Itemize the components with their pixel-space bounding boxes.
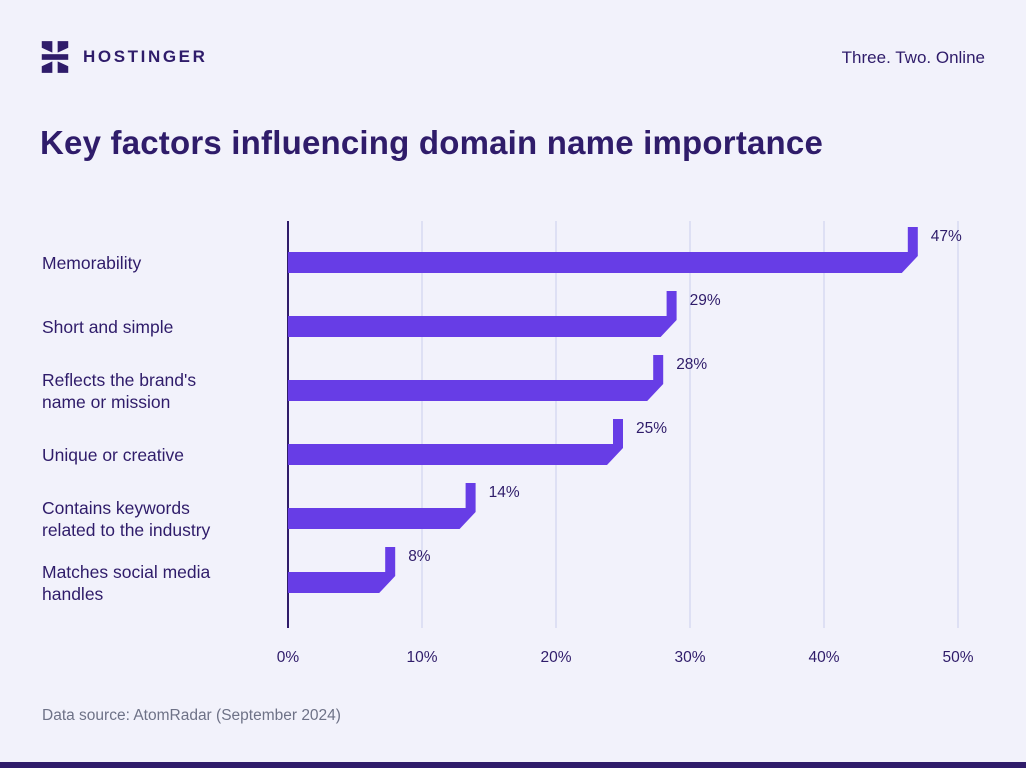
hostinger-h-icon <box>41 41 69 73</box>
bottom-accent-bar <box>0 762 1026 768</box>
category-label: Reflects the brand's name or mission <box>42 369 197 412</box>
data-source: Data source: AtomRadar (September 2024) <box>42 707 341 724</box>
category-label: Short and simple <box>42 316 174 337</box>
category-label: Memorability <box>42 252 142 273</box>
category-label: Contains keywords related to the industr… <box>42 497 211 540</box>
hostinger-logo: HOSTINGER <box>40 41 207 73</box>
category-label: Matches social media handles <box>42 561 211 604</box>
category-label: Unique or creative <box>42 444 185 465</box>
brand-wordmark: HOSTINGER <box>83 47 208 66</box>
chart-title: Key factors influencing domain name impo… <box>40 124 824 161</box>
brand-tagline: Three. Two. Online <box>841 48 985 67</box>
